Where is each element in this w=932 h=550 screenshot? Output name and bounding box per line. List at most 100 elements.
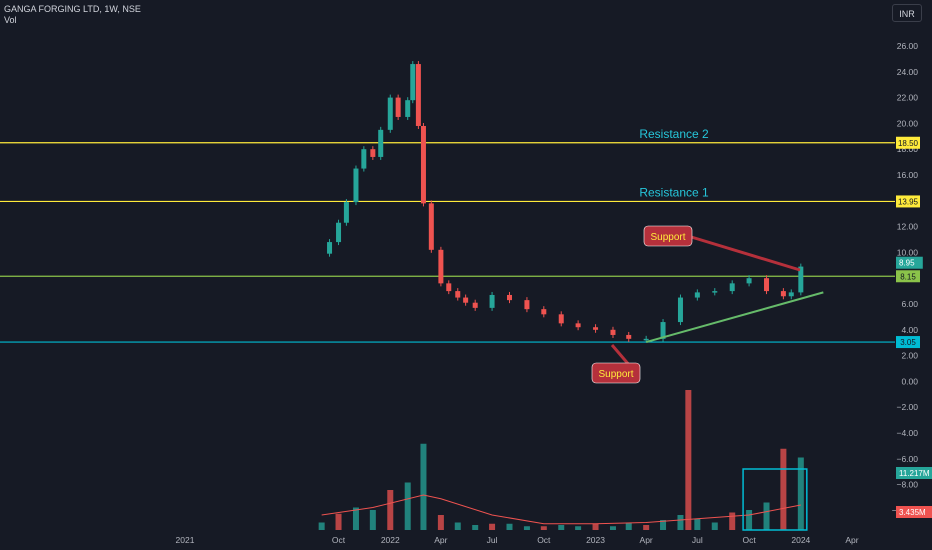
candle-body bbox=[370, 149, 376, 157]
candle-body bbox=[446, 283, 452, 292]
price-tick-label: 10.00 bbox=[897, 247, 919, 257]
volume-last-label: 11.217M bbox=[899, 469, 930, 478]
volume-bar bbox=[711, 522, 718, 530]
price-tick-label: 18.00 bbox=[897, 144, 919, 154]
volume-bar bbox=[729, 512, 736, 530]
candle-body bbox=[353, 168, 359, 203]
volume-bar bbox=[489, 523, 496, 530]
candle-body bbox=[712, 291, 718, 293]
symbol-title[interactable]: GANGA FORGING LTD, 1W, NSE bbox=[4, 4, 141, 14]
price-level-label: 13.95 bbox=[898, 197, 919, 206]
volume-bar bbox=[575, 526, 582, 530]
candle-body bbox=[798, 266, 804, 293]
candle-body bbox=[746, 278, 752, 284]
price-tick-label: 6.00 bbox=[901, 299, 918, 309]
time-tick-label: Jul bbox=[487, 535, 498, 545]
time-tick-label: 2022 bbox=[381, 535, 400, 545]
currency-button[interactable]: INR bbox=[892, 4, 922, 22]
volume-bar bbox=[592, 523, 599, 530]
volume-ma-label-bg bbox=[896, 506, 932, 518]
volume-bar bbox=[437, 515, 444, 530]
volume-bar bbox=[625, 522, 632, 530]
price-tick-label: 12.00 bbox=[897, 222, 919, 232]
volume-highlight-box bbox=[742, 468, 808, 531]
volume-bar bbox=[660, 520, 667, 530]
time-tick-label: Oct bbox=[332, 535, 346, 545]
level-annotation: Resistance 1 bbox=[639, 185, 709, 199]
candle-body bbox=[729, 283, 735, 292]
volume-bar bbox=[558, 525, 565, 530]
volume-bar bbox=[404, 482, 411, 530]
price-level-label: 3.05 bbox=[900, 338, 916, 347]
volume-bar bbox=[763, 502, 770, 530]
volume-bar bbox=[352, 507, 359, 530]
candle-body bbox=[428, 203, 434, 250]
volume-bar bbox=[643, 525, 650, 530]
level-annotation: Resistance 2 bbox=[639, 127, 709, 141]
time-tick-label: Apr bbox=[434, 535, 447, 545]
candle-body bbox=[610, 329, 616, 335]
price-tick-label: −8.00 bbox=[896, 480, 918, 490]
candle-body bbox=[405, 100, 411, 117]
volume-bar bbox=[506, 523, 513, 530]
volume-ma-line bbox=[321, 494, 801, 525]
price-tick-label: 22.00 bbox=[897, 93, 919, 103]
candle-body bbox=[489, 294, 495, 308]
volume-bar bbox=[780, 448, 787, 530]
price-tick-label: −4.00 bbox=[896, 428, 918, 438]
price-tick-label: 16.00 bbox=[897, 170, 919, 180]
candle-body bbox=[524, 300, 530, 310]
callout-box bbox=[643, 225, 693, 247]
price-tick-label: 4.00 bbox=[901, 325, 918, 335]
time-tick-label: 2023 bbox=[586, 535, 605, 545]
volume-last-label-bg bbox=[896, 467, 932, 479]
candle-body bbox=[764, 278, 770, 292]
volume-bar bbox=[472, 525, 479, 530]
candle-body bbox=[677, 297, 683, 323]
volume-bar bbox=[609, 526, 616, 530]
price-label-bg bbox=[896, 336, 920, 349]
price-tick-label: −6.00 bbox=[896, 454, 918, 464]
candle-body bbox=[472, 302, 478, 308]
volume-bar bbox=[387, 490, 394, 530]
candle-body bbox=[463, 297, 469, 303]
candle-body bbox=[626, 334, 632, 339]
price-tick-label: 0.00 bbox=[901, 376, 918, 386]
volume-bar bbox=[797, 457, 804, 530]
time-tick-label: Apr bbox=[640, 535, 653, 545]
price-label-bg bbox=[896, 136, 920, 149]
time-tick-label: Apr bbox=[845, 535, 858, 545]
volume-bar bbox=[335, 513, 342, 530]
candle-body bbox=[575, 323, 581, 328]
volume-bar bbox=[369, 510, 376, 530]
candle-body bbox=[694, 292, 700, 298]
price-label-bg bbox=[896, 270, 920, 283]
price-tick-label: 20.00 bbox=[897, 118, 919, 128]
volume-bar bbox=[694, 518, 701, 530]
support-trendline bbox=[645, 291, 824, 344]
candle-body bbox=[395, 97, 401, 117]
volume-bar bbox=[677, 515, 684, 530]
price-tick-label: 2.00 bbox=[901, 351, 918, 361]
last-price-label: 8.95 bbox=[899, 259, 915, 268]
candle-body bbox=[420, 125, 426, 204]
volume-bar bbox=[746, 510, 753, 530]
callout-pointer bbox=[687, 234, 801, 272]
price-label-bg bbox=[896, 195, 920, 208]
candle-body bbox=[415, 64, 421, 126]
price-tick-label: 24.00 bbox=[897, 67, 919, 77]
chart-header: GANGA FORGING LTD, 1W, NSE Vol bbox=[4, 4, 141, 26]
candle-body bbox=[327, 242, 333, 254]
candle-body bbox=[361, 149, 367, 169]
candle-body bbox=[455, 291, 461, 298]
time-tick-label: Oct bbox=[537, 535, 551, 545]
candle-body bbox=[780, 291, 786, 297]
candle-body bbox=[336, 222, 342, 243]
candle-body bbox=[788, 292, 794, 297]
volume-bar bbox=[540, 526, 547, 530]
candle-body bbox=[387, 97, 393, 130]
volume-indicator-label[interactable]: Vol bbox=[4, 15, 17, 25]
volume-bar bbox=[318, 522, 325, 530]
support-callout-label: Support bbox=[650, 232, 685, 243]
